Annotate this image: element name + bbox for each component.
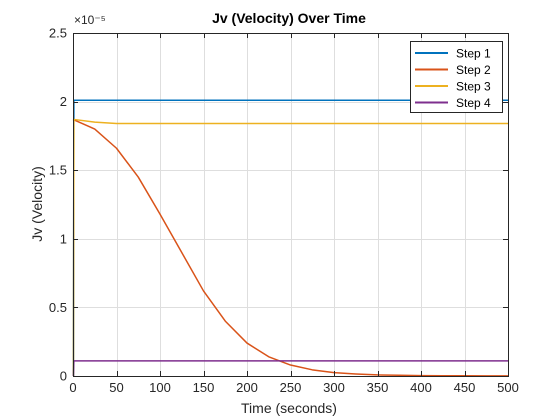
labels-layer: Jv (Velocity) Over Time Time (seconds) J… <box>29 10 366 416</box>
x-tick-label: 100 <box>149 380 171 395</box>
x-axis-title: Time (seconds) <box>241 400 337 416</box>
x-tick-label: 300 <box>323 380 345 395</box>
y-tick-label: 2 <box>60 94 67 109</box>
y-axis-exponent: ×10⁻⁵ <box>74 13 106 27</box>
x-tick-label: 250 <box>280 380 302 395</box>
x-tick-label: 400 <box>410 380 432 395</box>
legend-label-step-2: Step 2 <box>456 63 491 77</box>
legend: Step 1 Step 2 Step 3 Step 4 <box>410 41 503 113</box>
y-tick-label: 0 <box>60 369 67 384</box>
legend-label-step-1: Step 1 <box>456 47 491 61</box>
x-tick-label: 150 <box>193 380 215 395</box>
y-tick-label: 2.5 <box>49 26 67 41</box>
y-tick-label: 1.5 <box>49 163 67 178</box>
y-tick-label: 1 <box>60 231 67 246</box>
x-tick-label: 50 <box>109 380 123 395</box>
y-tick-label: 0.5 <box>49 300 67 315</box>
y-axis-title: Jv (Velocity) <box>29 166 45 241</box>
x-tick-label: 500 <box>497 380 519 395</box>
x-tick-label: 200 <box>236 380 258 395</box>
x-tick-label: 0 <box>69 380 76 395</box>
legend-label-step-4: Step 4 <box>456 96 491 110</box>
x-tick-label: 350 <box>367 380 389 395</box>
chart-title: Jv (Velocity) Over Time <box>212 10 366 26</box>
series-line-step-2 <box>72 118 509 377</box>
x-tick-label: 450 <box>454 380 476 395</box>
legend-label-step-3: Step 3 <box>456 80 491 94</box>
axes-layer: 0 50 100 150 200 250 300 350 400 450 500 0 0.5 1 1.5 2 2… <box>49 26 519 396</box>
